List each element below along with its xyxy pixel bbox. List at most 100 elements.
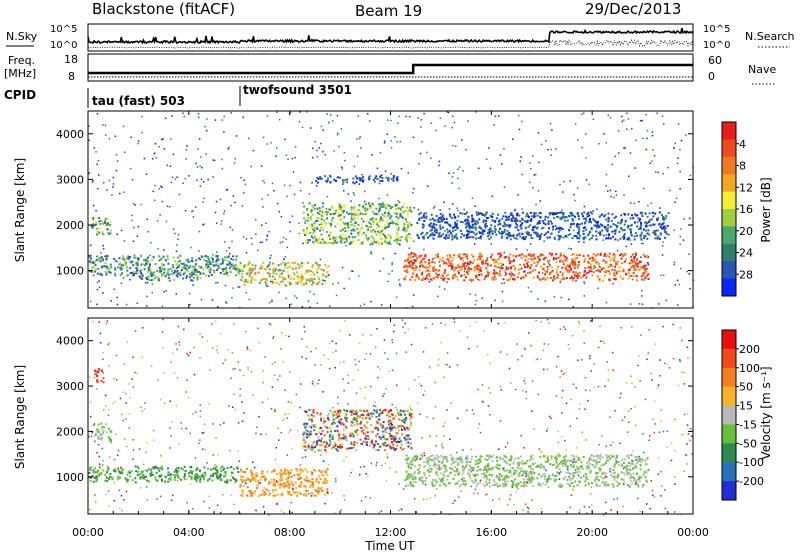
heatmap-cell xyxy=(313,441,315,443)
heatmap-cell xyxy=(467,236,470,239)
heatmap-cell xyxy=(435,215,438,217)
heatmap-cell xyxy=(141,277,144,280)
heatmap-cell xyxy=(216,255,219,257)
heatmap-cell xyxy=(638,219,641,222)
heatmap-cell xyxy=(378,182,381,185)
heatmap-cell xyxy=(630,275,633,277)
heatmap-cell xyxy=(575,264,577,267)
heatmap-cell xyxy=(530,290,532,293)
heatmap-cell xyxy=(199,479,202,482)
heatmap-cell xyxy=(543,240,545,242)
heatmap-cell xyxy=(232,258,235,261)
heatmap-cell xyxy=(207,269,210,272)
heatmap-cell xyxy=(194,475,197,478)
heatmap-cell xyxy=(520,277,523,280)
heatmap-cell xyxy=(617,130,620,132)
heatmap-cell xyxy=(375,175,378,178)
heatmap-cell xyxy=(528,216,530,219)
heatmap-cell xyxy=(373,239,376,242)
heatmap-cell xyxy=(92,220,95,223)
heatmap-cell xyxy=(305,281,308,284)
heatmap-cell xyxy=(404,458,407,461)
heatmap-cell xyxy=(279,479,282,482)
heatmap-cell xyxy=(267,194,269,196)
heatmap-cell xyxy=(470,278,473,281)
heatmap-cell xyxy=(355,418,358,421)
heatmap-cell xyxy=(262,179,264,182)
heatmap-cell xyxy=(431,225,434,227)
heatmap-cell xyxy=(245,479,247,482)
heatmap-cell xyxy=(96,255,99,258)
heatmap-cell xyxy=(480,258,483,261)
heatmap-cell xyxy=(569,264,571,267)
heatmap-cell xyxy=(525,462,528,465)
heatmap-cell xyxy=(421,141,423,143)
heatmap-cell xyxy=(331,220,334,223)
heatmap-cell xyxy=(445,217,448,220)
heatmap-cell xyxy=(93,476,96,479)
heatmap-cell xyxy=(315,240,318,243)
heatmap-cell xyxy=(467,263,469,265)
heatmap-cell xyxy=(460,236,462,239)
heatmap-cell xyxy=(477,278,479,281)
heatmap-cell xyxy=(525,473,528,476)
heatmap-cell xyxy=(438,231,441,234)
heatmap-cell xyxy=(522,254,525,257)
heatmap-cell xyxy=(460,265,462,268)
heatmap-cell xyxy=(394,427,397,430)
heatmap-cell xyxy=(324,420,327,423)
heatmap-cell xyxy=(639,235,642,238)
heatmap-cell xyxy=(153,467,156,470)
heatmap-cell xyxy=(212,264,215,267)
heatmap-cell xyxy=(464,262,467,265)
heatmap-cell xyxy=(598,278,601,281)
heatmap-cell xyxy=(306,213,309,216)
heatmap-cell xyxy=(442,260,445,263)
heatmap-cell xyxy=(332,446,335,449)
heatmap-cell xyxy=(94,433,97,436)
heatmap-cell xyxy=(475,300,478,302)
heatmap-cell xyxy=(612,223,615,226)
heatmap-cell xyxy=(229,270,232,273)
heatmap-cell xyxy=(462,263,465,266)
heatmap-cell xyxy=(303,439,306,442)
heatmap-cell xyxy=(494,299,496,302)
heatmap-cell xyxy=(94,471,97,474)
heatmap-cell xyxy=(271,299,273,301)
heatmap-cell xyxy=(371,439,373,442)
heatmap-cell xyxy=(354,214,356,217)
heatmap-cell xyxy=(285,238,287,240)
heatmap-cell xyxy=(448,208,451,210)
heatmap-cell xyxy=(512,216,515,219)
heatmap-cell xyxy=(338,218,341,220)
heatmap-cell xyxy=(199,185,202,187)
heatmap-cell xyxy=(462,259,464,262)
heatmap-cell xyxy=(247,478,250,481)
heatmap-cell xyxy=(164,475,167,478)
heatmap-cell xyxy=(577,237,580,240)
heatmap-cell xyxy=(663,217,666,220)
heatmap-cell xyxy=(342,423,345,426)
heatmap-cell xyxy=(373,233,376,236)
heatmap-cell xyxy=(665,215,668,218)
heatmap-cell xyxy=(393,438,396,441)
heatmap-cell xyxy=(517,268,520,271)
heatmap-cell xyxy=(375,415,378,418)
heatmap-cell xyxy=(320,233,323,236)
heatmap-cell xyxy=(330,224,333,227)
heatmap-cell xyxy=(314,204,316,207)
heatmap-cell xyxy=(384,211,386,214)
heatmap-cell xyxy=(390,236,393,239)
heatmap-cell xyxy=(634,464,637,467)
heatmap-cell xyxy=(96,272,99,275)
heatmap-cell xyxy=(113,468,116,471)
heatmap-cell xyxy=(103,265,106,268)
heatmap-cell xyxy=(573,263,576,266)
heatmap-cell xyxy=(587,212,590,215)
heatmap-cell xyxy=(104,271,107,273)
heatmap-cell xyxy=(527,253,530,256)
heatmap-cell xyxy=(141,476,144,479)
heatmap-cell xyxy=(362,429,365,432)
heatmap-cell xyxy=(384,203,387,206)
heatmap-cell xyxy=(287,485,289,488)
